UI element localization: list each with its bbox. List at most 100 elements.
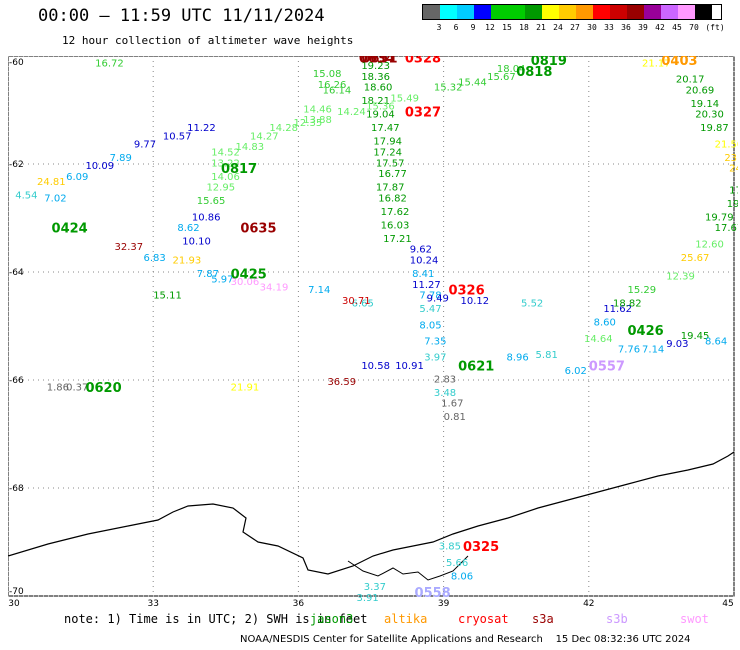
wave-height-value: 15.29 — [628, 285, 657, 296]
color-swatch — [610, 5, 627, 19]
wave-height-value: 15.36 — [366, 102, 395, 113]
wave-height-value: 15.32 — [434, 83, 463, 94]
wave-height-value: 10.10 — [182, 237, 211, 248]
wave-height-value: 15.65 — [197, 196, 226, 207]
wave-height-value: 10.12 — [461, 296, 490, 307]
wave-height-value: 7.78 — [419, 291, 441, 302]
wave-height-value: 6.02 — [565, 366, 587, 377]
wave-height-value: 7.89 — [110, 153, 132, 164]
wave-height-value: 10.57 — [163, 131, 192, 142]
wave-height-value: 10.91 — [395, 361, 424, 372]
wave-height-value: 12.39 — [666, 272, 695, 283]
wave-height-value: 7.76 — [618, 345, 640, 356]
pass-time-label: 0817 — [221, 162, 257, 177]
wave-height-value: 18.21 — [361, 96, 390, 107]
pass-time-label: 0328 — [405, 56, 441, 67]
wave-height-value: 30.71 — [342, 296, 371, 307]
wave-height-value: 7.35 — [424, 337, 446, 348]
wave-height-value: 5.52 — [521, 299, 543, 310]
satellite-legend-entry: altika — [384, 612, 428, 626]
wave-height-value: 8.41 — [412, 269, 434, 280]
wave-height-value: 17.24 — [373, 148, 402, 159]
pass-time-label: 0634 — [359, 56, 395, 67]
satellite-legend-entry: s3a — [532, 612, 554, 626]
wave-height-value: 1.67 — [441, 399, 463, 410]
color-scale-tick: 12 — [485, 23, 495, 32]
wave-height-value: 8.62 — [177, 223, 199, 234]
footer-note: note: 1) Time is in UTC; 2) SWH is in fe… — [64, 612, 368, 626]
color-scale-tick: 9 — [470, 23, 476, 32]
wave-height-value: 19.04 — [366, 110, 395, 121]
pass-time-label: 0818 — [516, 65, 552, 80]
wave-height-value: 13.88 — [303, 115, 332, 126]
wave-height-value: 15.67 — [487, 72, 516, 83]
pass-time-label: 0327 — [405, 106, 441, 121]
wave-height-value: 4.54 — [15, 191, 37, 202]
color-swatch — [644, 5, 661, 19]
color-swatch — [440, 5, 457, 19]
satellite-legend-entry: cryosat — [458, 612, 509, 626]
wave-height-value: 21.93 — [173, 256, 202, 267]
pass-time-label: 0425 — [231, 268, 267, 283]
latitude-label: -70 — [9, 587, 24, 597]
wave-height-value: 32.37 — [114, 242, 143, 253]
longitude-label: 45 — [722, 599, 733, 606]
color-scale-tick: 33 — [604, 23, 614, 32]
wave-height-value: 30.06 — [231, 277, 260, 288]
wave-height-value: 19.87 — [700, 123, 729, 134]
wave-height-value: 19.23 — [361, 61, 390, 72]
wave-height-value: 5.47 — [419, 304, 441, 315]
color-scale-legend: 3 6 9 12 15 18 21 24 27 30 33 36 39 42 45 70 (ft) — [422, 4, 725, 32]
wave-height-value: 10.09 — [85, 161, 114, 172]
wave-height-value: 14.64 — [584, 334, 613, 345]
pass-time-label: 0426 — [628, 324, 664, 339]
wave-height-value: 8.64 — [705, 337, 727, 348]
wave-height-value: 9.77 — [134, 139, 156, 150]
wave-height-value: 15.44 — [458, 77, 487, 88]
wave-height-map: 30 33 36 39 42 45 -60 -62 -64 -66 -68 -70 16.72 15.0… — [8, 56, 738, 606]
wave-height-value: 3.48 — [434, 388, 456, 399]
wave-height-value: 14.27 — [250, 131, 279, 142]
wave-height-value: 8.05 — [419, 320, 441, 331]
map-title: 00:00 — 11:59 UTC 11/11/2024 — [38, 6, 325, 26]
satellite-legend: jason3 altika cryosat s3a s3b swot — [310, 612, 740, 626]
wave-height-value: 12.60 — [695, 239, 724, 250]
coastline — [8, 451, 735, 581]
color-swatch — [627, 5, 644, 19]
color-scale-unit: (ft) — [705, 23, 725, 32]
wave-height-value: 3.91 — [356, 593, 378, 604]
wave-height-value: 10.86 — [192, 212, 221, 223]
longitude-label: 36 — [293, 599, 305, 606]
wave-height-value: 9.62 — [410, 245, 432, 256]
wave-height-value: 7.02 — [44, 193, 66, 204]
pass-time-label: 0325 — [463, 540, 499, 555]
color-scale-tick: 70 — [689, 23, 699, 32]
color-scale-tick: 18 — [519, 23, 529, 32]
wave-height-value: 0.81 — [444, 412, 466, 423]
latitude-label: -68 — [9, 484, 24, 494]
wave-height-value: 34.19 — [260, 283, 289, 294]
wave-height-value: 0.37 — [66, 382, 88, 393]
color-swatch — [559, 5, 576, 19]
wave-height-value: 18.04 — [497, 64, 526, 75]
wave-height-value: 2.83 — [434, 374, 456, 385]
wave-height-value: 15.08 — [313, 69, 342, 80]
color-swatch — [593, 5, 610, 19]
wave-height-value: 19.45 — [681, 331, 710, 342]
wave-height-value: 6.83 — [144, 253, 166, 264]
wave-height-value: 20.30 — [695, 110, 724, 121]
graticule: 30 33 36 39 42 45 -60 -62 -64 -66 -68 -70 — [8, 56, 735, 606]
wave-height-value: 19.14 — [690, 99, 719, 110]
wave-height-value: 5.66 — [446, 558, 468, 569]
wave-height-value: 25.67 — [681, 253, 710, 264]
wave-height-value: 8.06 — [451, 571, 473, 582]
pass-time-label: 0819 — [531, 56, 567, 69]
color-swatch — [457, 5, 474, 19]
pass-time-label: 0424 — [52, 222, 88, 237]
wave-height-value: 10.58 — [361, 361, 390, 372]
longitude-label: 30 — [8, 599, 20, 606]
wave-height-value: 9.03 — [666, 339, 688, 350]
wave-height-value: 21.91 — [231, 382, 260, 393]
antarctic-coastline — [8, 451, 735, 575]
